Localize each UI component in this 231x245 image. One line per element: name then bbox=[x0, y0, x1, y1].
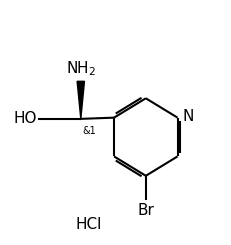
Polygon shape bbox=[77, 81, 84, 119]
Text: HO: HO bbox=[13, 111, 36, 126]
Text: Br: Br bbox=[137, 203, 154, 218]
Text: N: N bbox=[182, 109, 193, 124]
Text: &1: &1 bbox=[82, 126, 95, 136]
Text: HCl: HCl bbox=[75, 217, 101, 232]
Text: NH$_2$: NH$_2$ bbox=[65, 60, 95, 78]
